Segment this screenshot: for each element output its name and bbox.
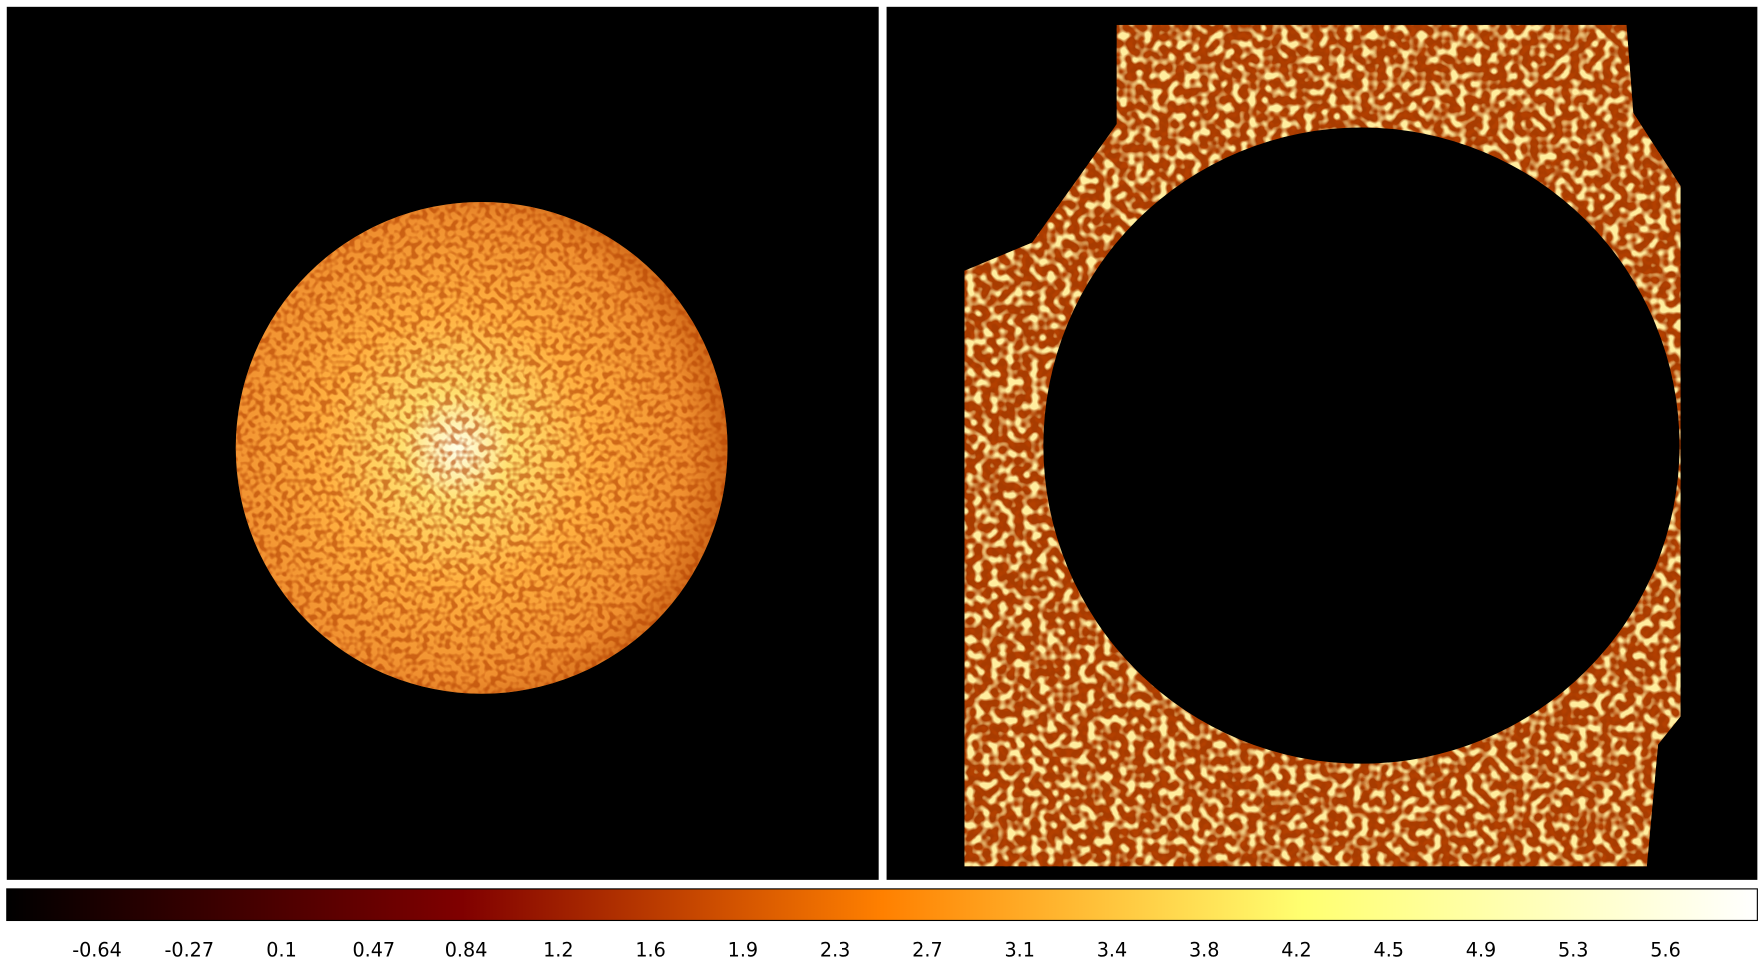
colorbar-tick-label: 5.6 [1650,938,1680,960]
colorbar-tick-label: 2.3 [820,938,850,960]
colorbar-tick-label: 1.9 [728,938,758,960]
colorbar-tick-label: 1.6 [635,938,665,960]
colorbar-tick-label: 0.1 [266,938,296,960]
colorbar-tick-label: 4.9 [1466,938,1496,960]
colorbar-tick-label: 1.2 [543,938,573,960]
colorbar-tick-label: 5.3 [1558,938,1588,960]
colorbar-tick-label: 3.1 [1004,938,1034,960]
colorbar-tick-label: 2.7 [912,938,942,960]
colorbar-tick-label: -0.27 [164,938,214,960]
colorbar-tick-label: 3.4 [1097,938,1127,960]
colorbar-tick-label: 4.2 [1281,938,1311,960]
excluded-circle [1043,127,1680,764]
colorbar-tick-label: 4.5 [1374,938,1404,960]
colorbar-ticks: -0.64 -0.27 0.1 0.47 0.84 1.2 1.6 1.9 2.3 2.7 3.1 3… [72,938,1681,960]
colorbar [6,888,1758,922]
disc-noise [235,201,728,694]
colorbar-tick-label: -0.64 [72,938,122,960]
colorbar-tick-label: 0.47 [352,938,395,960]
colorbar-tick-label: 0.84 [445,938,488,960]
colorbar-tick-label: 3.8 [1189,938,1219,960]
